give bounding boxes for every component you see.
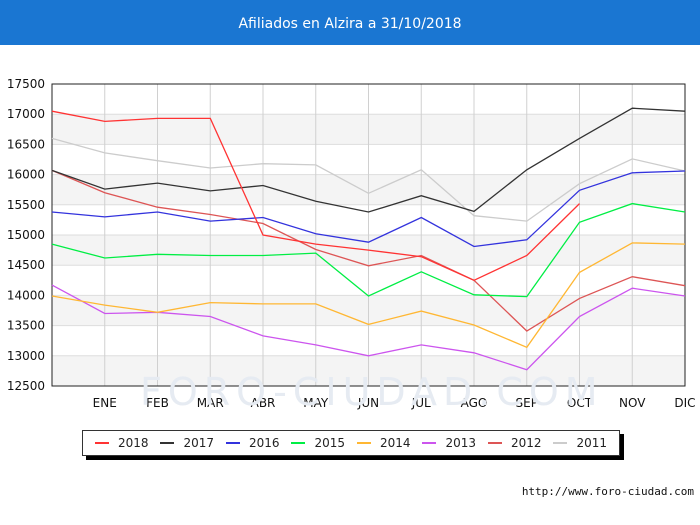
legend-swatch [225,442,240,444]
y-tick-label: 13000 [7,349,45,363]
x-tick-label: JUL [411,396,431,410]
legend-label: 2016 [248,436,280,450]
legend-swatch [160,442,175,444]
legend-label: 2011 [576,436,608,450]
legend-swatch [422,442,437,444]
watermark: FORO-CIUDAD.COM [140,370,604,414]
series-line-2015 [51,202,686,298]
legend-label: 2012 [510,436,542,450]
legend-item-2012: 2012 [487,436,542,450]
x-tick-label: ABR [251,396,276,410]
series-line-2012 [51,169,686,332]
y-tick-label: 14500 [7,258,45,272]
x-tick-label: AGO [461,396,488,410]
y-tick-label: 16500 [7,137,45,151]
x-tick-label: NOV [619,396,646,410]
x-tick-label: DIC [674,396,695,410]
chart-title: Afiliados en Alzira a 31/10/2018 [238,16,462,32]
y-tick-label: 16000 [7,168,45,182]
series-line-2011 [51,137,686,222]
footer-url: http://www.foro-ciudad.com [521,485,694,498]
legend-swatch [487,442,502,444]
legend-item-2018: 2018 [94,436,149,450]
legend-item-2011: 2011 [553,436,607,450]
x-tick-label: SEP [516,396,538,410]
series-line-2018 [51,110,580,282]
legend-swatch [356,442,371,444]
x-tick-label: FEB [146,396,169,410]
legend-item-2014: 2014 [356,436,411,450]
y-tick-label: 14000 [7,288,45,302]
line-chart: 12500 13000 13500 14000 14500 15000 15500 16000… [7,77,696,410]
legend: 2018 2017 2016 2015 2014 2013 2012 2011 [82,430,620,456]
legend-item-2016: 2016 [225,436,280,450]
chart-title-bar: Afiliados en Alzira a 31/10/2018 [0,0,700,45]
x-tick-label: MAR [197,396,224,410]
legend-label: 2015 [314,436,346,450]
x-tick-label: JUN [357,396,379,410]
y-tick-label: 12500 [7,379,45,393]
y-tick-label: 17000 [7,107,45,121]
legend-label: 2018 [117,436,149,450]
legend-swatch [94,442,109,444]
series-line-2016 [51,170,686,248]
y-tick-label: 15500 [7,198,45,212]
x-tick-label: ENE [93,396,117,410]
legend-item-2017: 2017 [160,436,214,450]
legend-swatch [291,442,306,444]
plot-frame [51,83,686,387]
legend-swatch [553,442,568,444]
y-tick-label: 17500 [7,77,45,91]
x-tick-label: OCT [567,396,593,410]
legend-label: 2017 [183,436,215,450]
legend-item-2013: 2013 [422,436,476,450]
legend-label: 2013 [445,436,477,450]
series-line-2017 [51,107,686,213]
y-tick-label: 13500 [7,319,45,333]
y-tick-label: 15000 [7,228,45,242]
legend-item-2015: 2015 [291,436,345,450]
x-tick-label: MAY [303,396,329,410]
legend-label: 2014 [379,436,411,450]
series-line-2014 [51,242,686,349]
